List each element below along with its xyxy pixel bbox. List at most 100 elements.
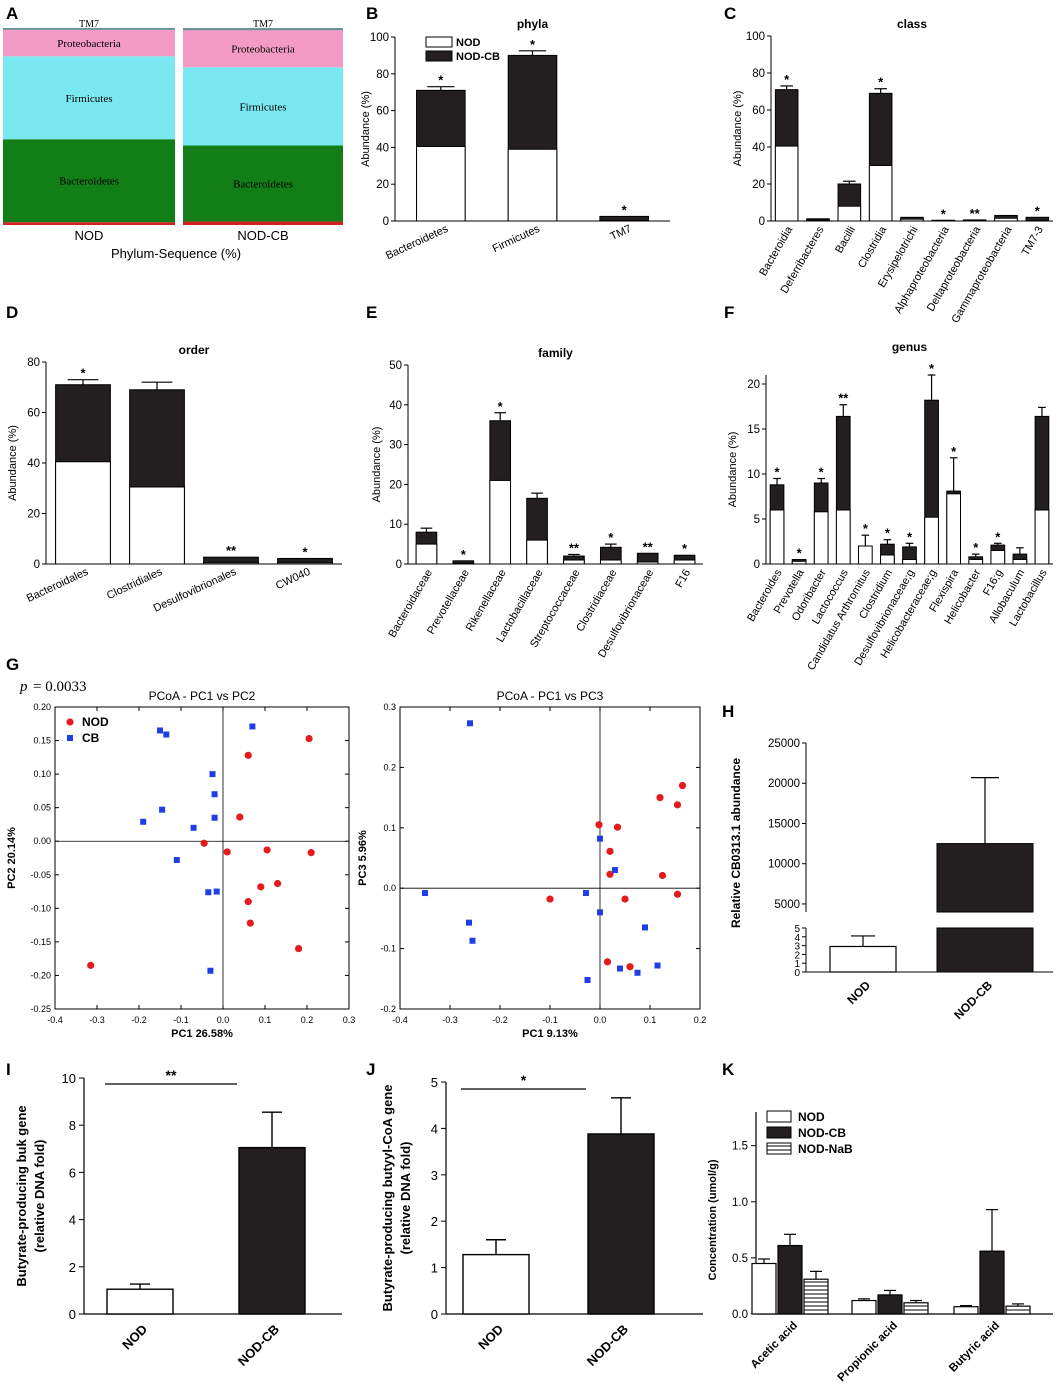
y-tick-label: 5 (754, 514, 760, 526)
y-tick-label: 3 (431, 1168, 438, 1183)
point-cb (209, 771, 216, 778)
point-nod (223, 848, 231, 856)
segment-label-bacteroidetes: Bacteroidetes (233, 179, 293, 191)
y-tick-label: 0.05 (33, 803, 51, 813)
bar-nod (990, 550, 1006, 565)
segment-label-firmicutes: Firmicutes (239, 101, 286, 113)
bar-nod (599, 559, 622, 565)
significance-marker: * (951, 444, 957, 459)
bar-nod (106, 1288, 174, 1315)
panel-label-j: J (366, 1060, 375, 1079)
y-tick-label: 50 (389, 360, 402, 372)
point-cb (634, 969, 641, 976)
y-axis-label: (relative DNA fold) (32, 1140, 47, 1253)
y-tick-label: -0.1 (380, 944, 396, 954)
segment-label-firmicutes: Firmicutes (65, 93, 112, 105)
y-tick-label: -0.25 (30, 1004, 51, 1014)
y-tick-label: 5000 (774, 899, 800, 911)
y-tick-label: -0.10 (30, 903, 51, 913)
legend-label-nod: NOD (82, 715, 109, 729)
bar-nod (835, 509, 851, 565)
category-label: Clostridia (856, 224, 890, 270)
category-label: NOD-CB (235, 1322, 282, 1369)
y-tick-label: 0 (431, 1307, 438, 1322)
bar-nod (673, 559, 696, 565)
significance-marker: * (878, 75, 884, 90)
y-tick-label: 6 (69, 1165, 76, 1180)
y-tick-label: -0.15 (30, 937, 51, 947)
significance-marker: * (784, 72, 790, 87)
y-tick-label: 0.0 (383, 883, 396, 893)
point-nod (244, 751, 252, 759)
y-tick-label: 0 (754, 559, 760, 571)
bar-nod-nab (1005, 1305, 1031, 1315)
y-tick-label: 20 (752, 179, 765, 191)
x-tick-label: 0.0 (594, 1015, 607, 1025)
y-axis-label: Abundance (%) (360, 91, 372, 167)
bar-nod (563, 559, 585, 565)
bar-nod (203, 562, 259, 565)
y-tick-label: 10 (389, 519, 402, 531)
y-tick-label: -0.20 (30, 970, 51, 980)
significance-marker: ** (569, 540, 580, 555)
category-label: CW040 (274, 566, 312, 592)
category-label: NOD (475, 1322, 506, 1353)
x-tick-label: 0.3 (343, 1015, 356, 1025)
point-cb (597, 835, 603, 842)
bar-nod (900, 218, 924, 222)
segment-proteobacteria (3, 29, 175, 57)
point-cb (612, 867, 618, 874)
bar-nod (858, 545, 873, 565)
segment-bacteroidetes (3, 139, 175, 223)
point-cb (654, 962, 661, 969)
panel-label-i: I (6, 1060, 11, 1079)
static-layer: A B C D E F G H I J K (6, 4, 736, 1079)
bar-nod (636, 561, 659, 565)
significance-marker: * (1035, 203, 1041, 218)
category-label: Bacteroidetes (384, 223, 450, 263)
y-tick-label: 0.00 (33, 836, 51, 846)
y-tick-label: 0 (383, 216, 389, 228)
y-tick-label: 20 (27, 509, 40, 521)
bar-nod-cb (238, 1146, 306, 1315)
y-tick-label: -0.05 (30, 870, 51, 880)
significance-marker: * (797, 546, 803, 561)
chart-title: order (179, 343, 210, 357)
point-cb (205, 889, 212, 896)
y-tick-label: 60 (752, 105, 765, 117)
y-tick-label: 2 (794, 950, 800, 961)
bar-nod (813, 511, 829, 565)
point-cb (207, 967, 214, 974)
y-axis-label: PC3 5.96% (357, 830, 369, 886)
significance-marker: * (863, 521, 869, 536)
point-nod (87, 961, 95, 969)
y-tick-label: 4 (431, 1121, 438, 1136)
x-tick-label: 0.0 (217, 1015, 230, 1025)
y-tick-label: 0.2 (383, 762, 396, 772)
y-tick-label: 0.20 (33, 702, 51, 712)
panel-label-f: F (724, 303, 734, 322)
point-nod (257, 883, 265, 891)
point-cb (469, 937, 476, 944)
bar-nod (837, 205, 862, 222)
significance-marker: * (521, 1072, 527, 1088)
y-tick-label: 25000 (768, 738, 800, 750)
y-tick-label: 60 (376, 106, 389, 118)
y-axis-label: Concentration (umol/g) (707, 1159, 719, 1280)
x-tick-label: 0.1 (259, 1015, 272, 1025)
point-cb (583, 890, 589, 897)
y-tick-label: 0.1 (383, 823, 396, 833)
y-tick-label: 30 (389, 440, 402, 452)
bar-nod-cb-lower (936, 927, 1034, 973)
significance-marker: * (929, 361, 935, 376)
y-tick-label: 0 (34, 559, 40, 571)
y-tick-label: 20 (389, 479, 402, 491)
point-cb (422, 890, 428, 897)
point-cb (140, 818, 147, 825)
y-tick-label: 8 (69, 1118, 76, 1133)
point-nod (295, 945, 303, 953)
y-tick-label: 0 (69, 1307, 76, 1322)
bar-nod (599, 219, 649, 222)
y-tick-label: 4 (794, 933, 800, 944)
x-tick-label: -0.4 (47, 1015, 63, 1025)
